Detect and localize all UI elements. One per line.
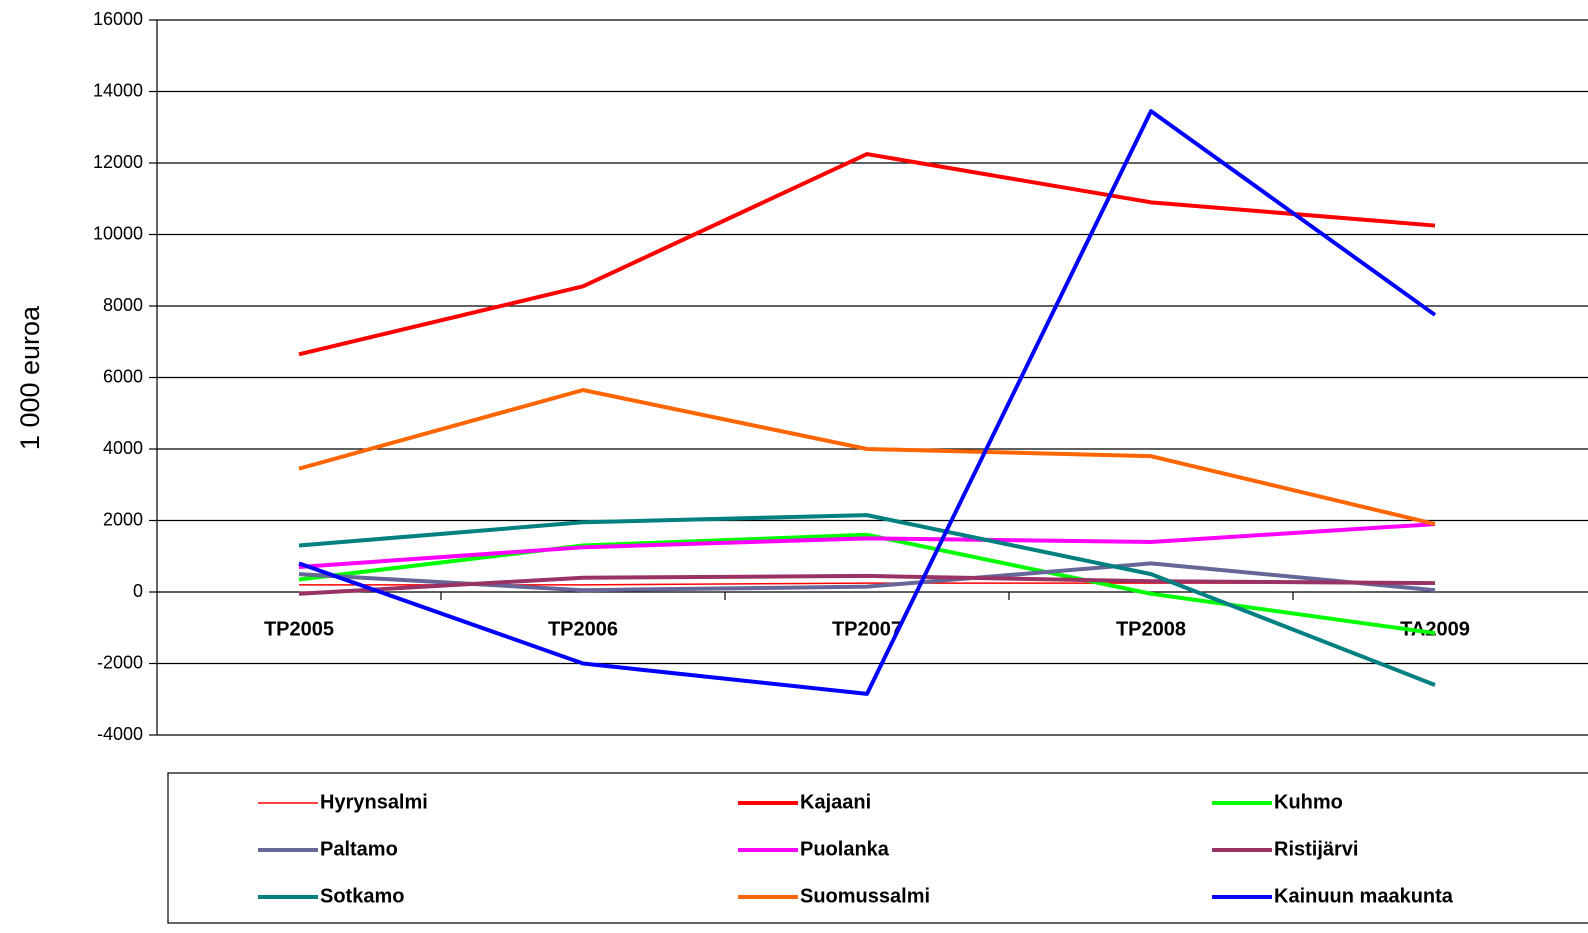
legend-label: Paltamo <box>320 838 398 860</box>
series-line <box>298 388 1436 527</box>
y-tick-label: 12000 <box>93 152 143 172</box>
y-tick-label: 2000 <box>103 509 143 529</box>
series-line <box>298 152 1436 357</box>
series-line <box>298 522 1436 569</box>
y-tick-label: -2000 <box>97 652 143 672</box>
legend-label: Sotkamo <box>320 885 404 907</box>
legend-label: Hyrynsalmi <box>320 791 428 813</box>
y-tick-label: 4000 <box>103 438 143 458</box>
y-tick-label: 14000 <box>93 80 143 100</box>
x-tick-label: TA2009 <box>1400 618 1470 640</box>
series-line <box>298 513 1436 687</box>
y-tick-label: 6000 <box>103 366 143 386</box>
legend-label: Puolanka <box>800 838 890 860</box>
legend-label: Kainuun maakunta <box>1274 885 1454 907</box>
series-line <box>298 109 1437 696</box>
series-line <box>298 532 1436 636</box>
x-tick-label: TP2007 <box>832 618 902 640</box>
x-tick-label: TP2005 <box>264 618 334 640</box>
y-tick-label: 8000 <box>103 295 143 315</box>
legend-label: Kuhmo <box>1274 791 1343 813</box>
y-tick-label: 16000 <box>93 9 143 29</box>
legend-label: Kajaani <box>800 791 871 813</box>
y-axis-label: 1 000 euroa <box>15 305 45 450</box>
x-tick-label: TP2006 <box>548 618 618 640</box>
legend-label: Suomussalmi <box>800 885 930 907</box>
y-tick-label: 10000 <box>93 223 143 243</box>
y-tick-label: -4000 <box>97 724 143 744</box>
series-line <box>298 573 1436 596</box>
y-tick-label: 0 <box>133 581 143 601</box>
x-tick-label: TP2008 <box>1116 618 1186 640</box>
legend-label: Ristijärvi <box>1274 838 1358 860</box>
legend-box <box>167 772 1588 924</box>
